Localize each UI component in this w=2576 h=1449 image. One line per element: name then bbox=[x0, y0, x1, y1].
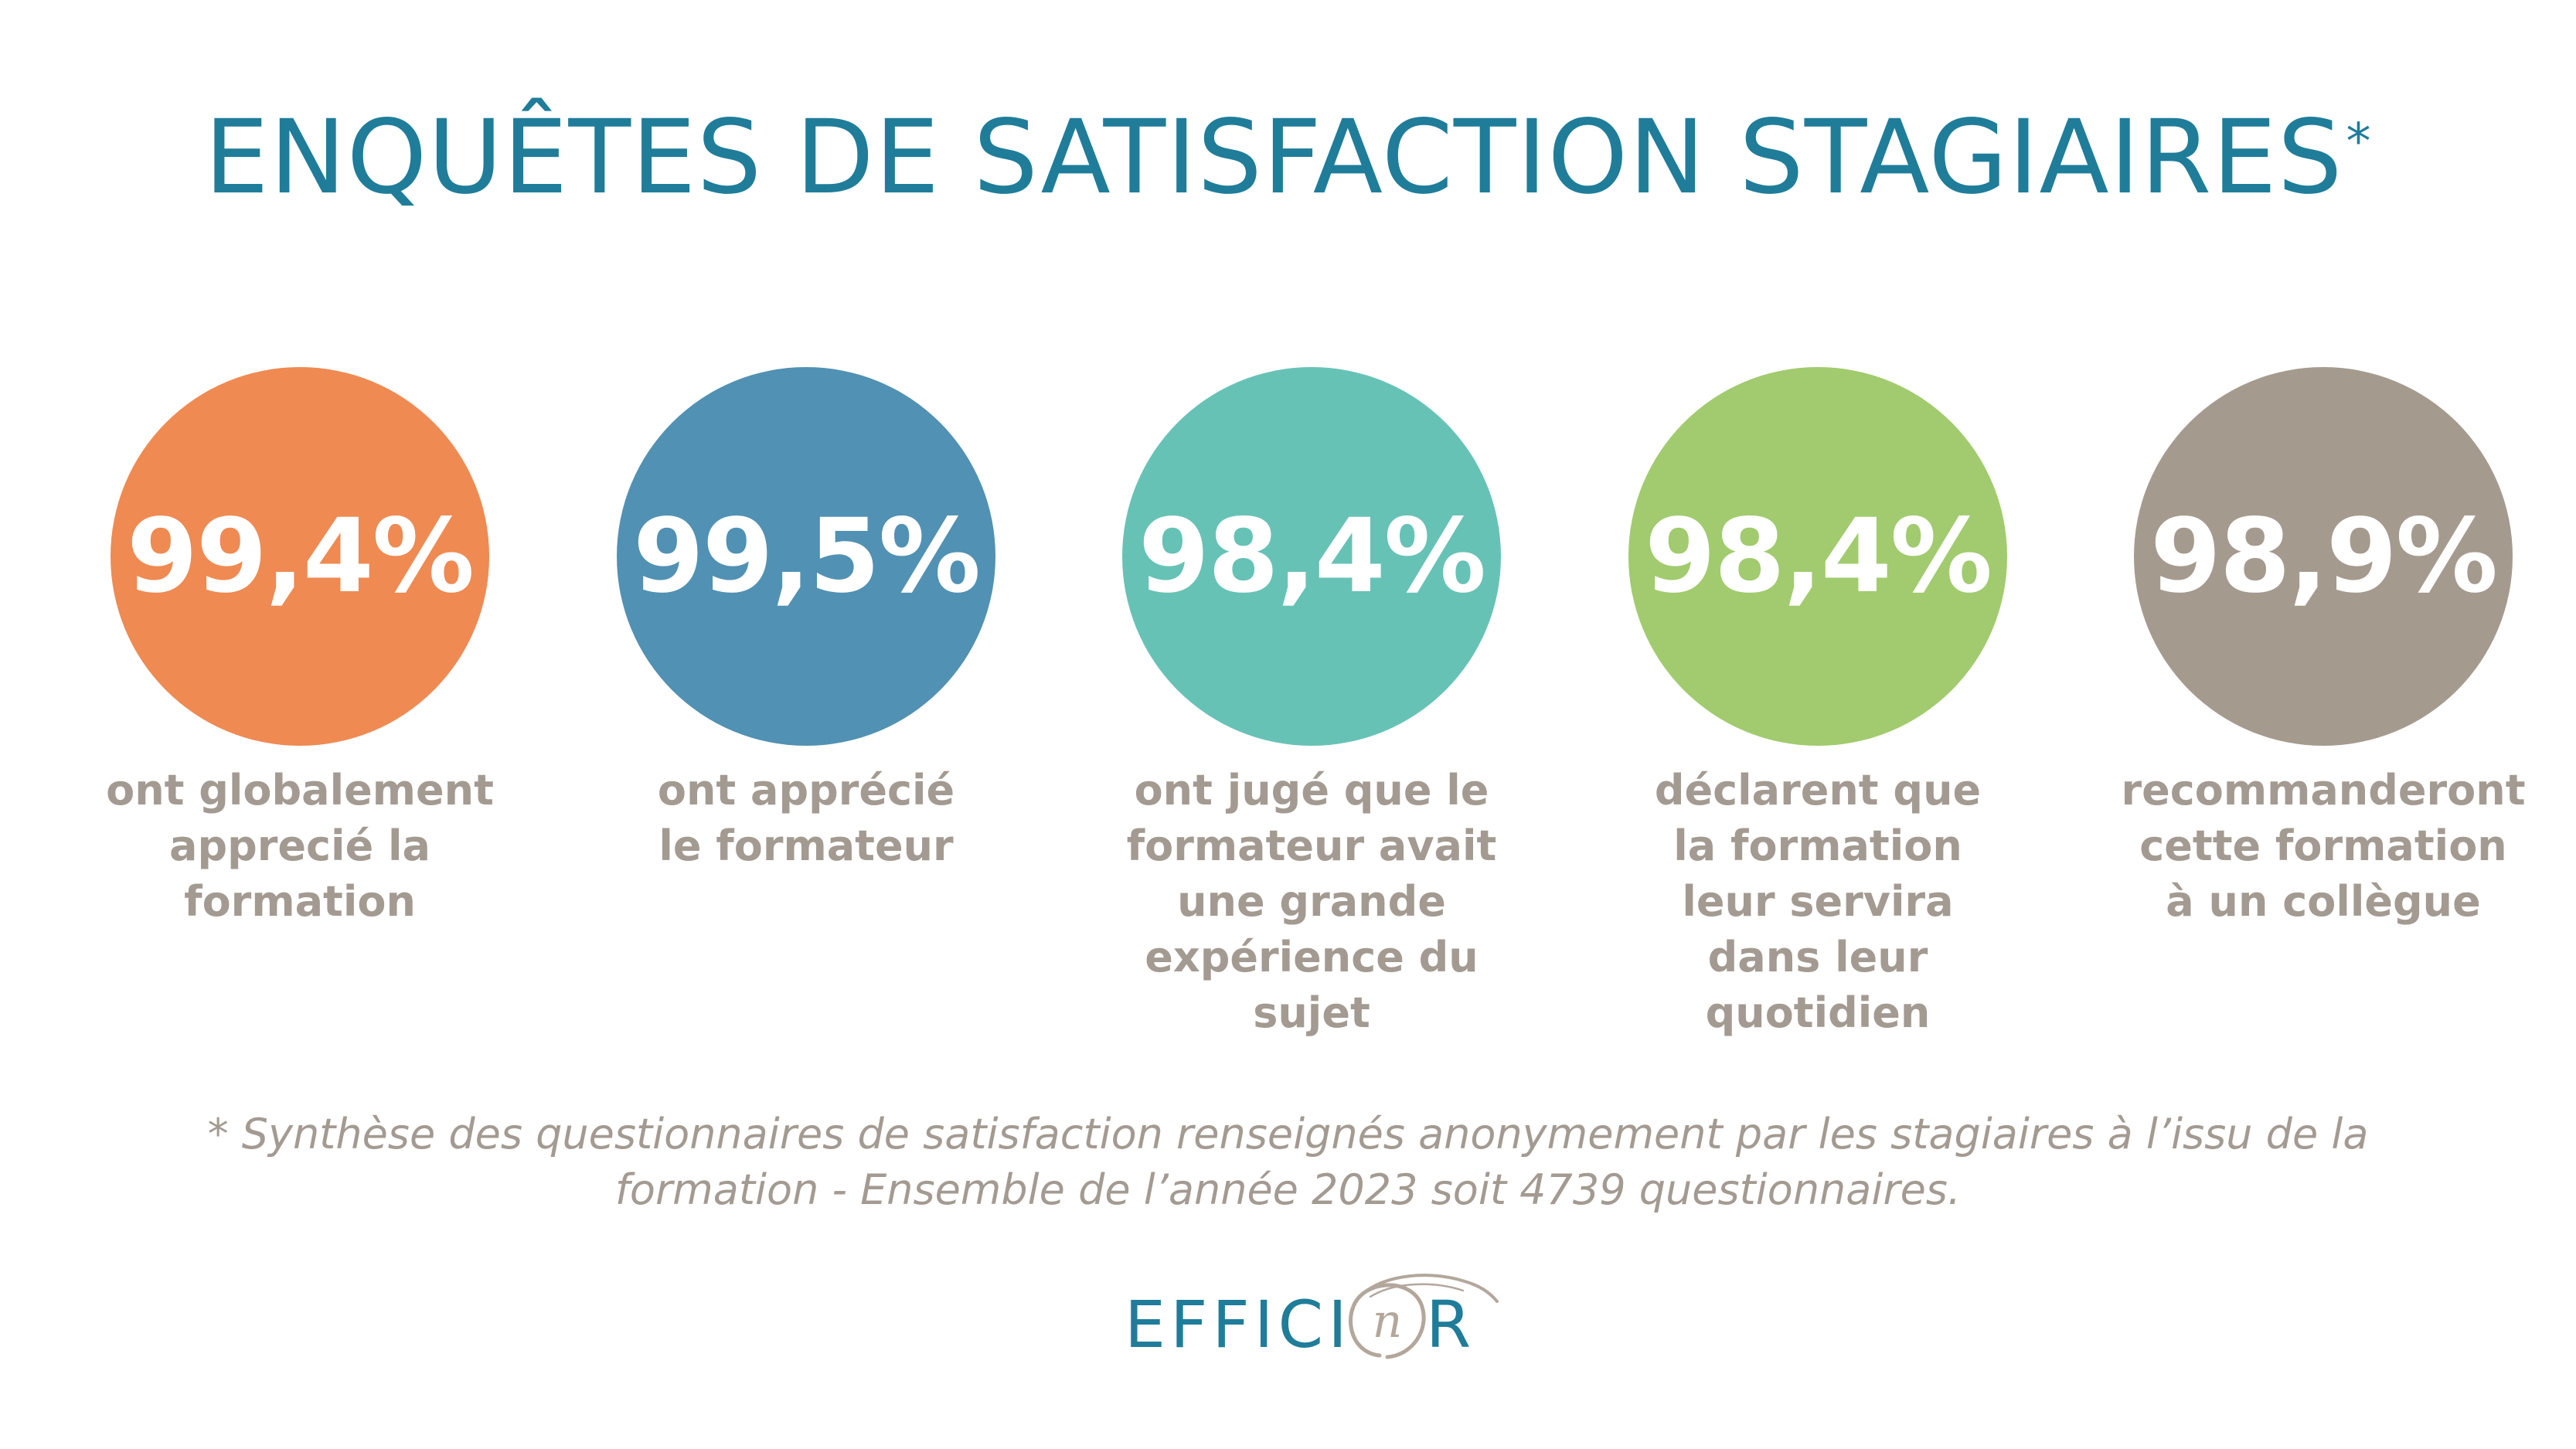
logo-mark-letter: n bbox=[1373, 1294, 1403, 1349]
stat-caption: recommanderont cette formation à un coll… bbox=[2121, 766, 2526, 926]
stat-value: 98,4% bbox=[1645, 497, 1992, 616]
stat-daily-usefulness: 98,4% déclarent que la formation leur se… bbox=[1570, 367, 2065, 1037]
title-asterisk: * bbox=[2346, 114, 2372, 171]
logo-suffix: R bbox=[1425, 1287, 1476, 1362]
stat-trainer-appreciation: 99,5% ont apprécié le formateur bbox=[559, 367, 1053, 1032]
stat-overall-satisfaction: 99,4% ont globalement apprecié la format… bbox=[53, 367, 547, 1032]
page-title: ENQUÊTES DE SATISFACTION STAGIAIRES* bbox=[0, 107, 2576, 209]
stat-caption: déclarent que la formation leur servira … bbox=[1654, 766, 1982, 1037]
stat-caption: ont jugé que le formateur avait une gran… bbox=[1126, 766, 1497, 1037]
stat-value: 99,4% bbox=[127, 497, 475, 616]
logo-prefix: EFFICI bbox=[1125, 1287, 1352, 1362]
page-title-text: ENQUÊTES DE SATISFACTION STAGIAIRES bbox=[204, 98, 2343, 217]
stat-circle: 98,9% bbox=[2134, 367, 2513, 746]
stat-circle: 99,4% bbox=[111, 367, 489, 746]
swirl-o-logo-mark-icon: n bbox=[1349, 1274, 1499, 1359]
stat-recommendation: 98,9% recommanderont cette formation à u… bbox=[2076, 367, 2571, 1032]
footnote-line-2: formation - Ensemble de l’année 2023 soi… bbox=[614, 1165, 1962, 1214]
stat-value: 98,9% bbox=[2150, 497, 2498, 616]
efficior-logo: EFFICI R n bbox=[1125, 1258, 1519, 1374]
stat-trainer-experience: 98,4% ont jugé que le formateur avait un… bbox=[1064, 367, 1559, 1037]
footnote-line-1: * Synthèse des questionnaires de satisfa… bbox=[207, 1110, 2369, 1158]
stat-value: 99,5% bbox=[633, 497, 981, 616]
logo-wordmark: EFFICI R bbox=[1125, 1292, 1475, 1357]
stat-caption: ont apprécié le formateur bbox=[657, 766, 955, 870]
footnote: * Synthèse des questionnaires de satisfa… bbox=[0, 1107, 2576, 1218]
stat-caption: ont globalement apprecié la formation bbox=[106, 766, 494, 926]
stat-circle: 99,5% bbox=[617, 367, 995, 746]
stat-circle: 98,4% bbox=[1628, 367, 2007, 746]
stat-value: 98,4% bbox=[1138, 497, 1486, 616]
stat-circle: 98,4% bbox=[1122, 367, 1501, 746]
